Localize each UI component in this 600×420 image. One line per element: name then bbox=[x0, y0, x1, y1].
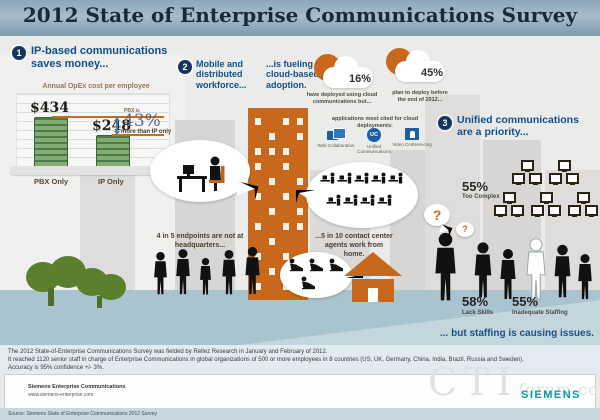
person-silhouette bbox=[243, 247, 262, 296]
annotation-bottom-text: more than IP only bbox=[121, 129, 172, 135]
person-silhouette bbox=[576, 254, 594, 301]
person-silhouette bbox=[432, 232, 459, 304]
person-silhouette bbox=[552, 244, 573, 300]
apps-caption: applications most cited for cloud deploy… bbox=[331, 116, 419, 129]
section2-heading: Mobile and distributed workforce... bbox=[196, 59, 247, 90]
speech-bubble-remote-worker bbox=[150, 140, 250, 202]
money-stack-pbx bbox=[34, 117, 68, 169]
unified-communications-icon: UC bbox=[367, 128, 381, 142]
web-collaboration-icon bbox=[327, 128, 346, 141]
closing-statement: ... but staffing is causing issues. bbox=[440, 328, 594, 339]
cloud-body bbox=[395, 61, 445, 82]
app-label: Video Conferencing bbox=[392, 142, 432, 147]
cloud-percent: 16% bbox=[348, 73, 371, 85]
difference-arrow bbox=[116, 120, 118, 132]
cloud-body bbox=[323, 67, 373, 88]
computer-network-icon bbox=[531, 192, 561, 219]
app-video-conferencing: Video Conferencing bbox=[392, 128, 432, 147]
annotation-line-bottom bbox=[112, 134, 164, 136]
section3-badge: 3 bbox=[438, 116, 452, 130]
annotation-top-text: PBX is bbox=[124, 108, 140, 114]
lack-skills-percent: 58% bbox=[462, 294, 489, 309]
person-silhouette bbox=[198, 258, 213, 296]
section1-heading: IP-based communications saves money... bbox=[31, 45, 168, 70]
cloud-icon-16: 16% bbox=[314, 54, 376, 88]
building-windows bbox=[255, 118, 261, 125]
person-silhouette bbox=[472, 242, 494, 300]
app-label: Unified Communications bbox=[357, 144, 391, 155]
footer-band bbox=[0, 345, 600, 375]
section2-badge: 2 bbox=[178, 60, 192, 74]
computer-network-icon bbox=[494, 192, 524, 219]
home-worker-icon bbox=[301, 276, 315, 290]
app-web-collaboration: Web Collaboration bbox=[316, 128, 356, 148]
methodology-line3: Accuracy is 95% confidence +/- 3%. bbox=[8, 365, 104, 371]
app-unified-communications: UC Unified Communications bbox=[354, 128, 394, 155]
cloud-caption: plan to deploy before the end of 2012... bbox=[392, 90, 448, 103]
house-door bbox=[368, 288, 378, 302]
person-silhouette-highlight bbox=[524, 238, 548, 302]
inadequate-staffing-label: Inadequate Staffing bbox=[512, 310, 568, 316]
section3-heading: Unified communications are a priority... bbox=[457, 114, 579, 139]
watermark-main: CTI bbox=[428, 360, 519, 404]
axis-label-ip: IP Only bbox=[98, 177, 124, 186]
tree-trunk bbox=[48, 288, 54, 306]
app-label: Web Collaboration bbox=[317, 143, 355, 148]
arrow-up-icon bbox=[114, 117, 120, 121]
video-conferencing-icon bbox=[405, 128, 419, 140]
bar-value-pbx: $434 bbox=[30, 100, 69, 116]
axis-label-pbx: PBX Only bbox=[34, 177, 69, 186]
watermark-sub: forum.com bbox=[518, 380, 600, 399]
money-stack-ip bbox=[96, 135, 130, 169]
methodology-line2: It reached 1120 senior staff in charge o… bbox=[8, 357, 524, 363]
contact-center-agents-icon bbox=[320, 172, 403, 184]
cloud-caption: have deployed using cloud communications… bbox=[306, 92, 378, 105]
home-workers-icon bbox=[289, 258, 343, 272]
question-mark-bubble: ? bbox=[424, 204, 450, 226]
house-roof bbox=[344, 252, 402, 276]
methodology-line1: The 2012 State-of-Enterprise Communicati… bbox=[8, 349, 328, 355]
page-title: 2012 State of Enterprise Communications … bbox=[22, 3, 578, 27]
computer-network-icon bbox=[549, 160, 579, 187]
person-silhouette bbox=[220, 250, 238, 296]
computer-network-icon bbox=[568, 192, 598, 219]
source-note: Source: Siemens State of Enterprise Comm… bbox=[8, 411, 157, 417]
contact-center-agents-icon bbox=[326, 194, 392, 206]
person-silhouette bbox=[152, 252, 169, 296]
inadequate-staffing-percent: 55% bbox=[512, 294, 539, 309]
arrow-down-icon bbox=[114, 131, 120, 135]
siemens-logo: SIEMENS bbox=[521, 389, 582, 401]
cti-forum-watermark: CTIforum.com bbox=[428, 360, 600, 404]
too-complex-percent: 55% bbox=[462, 179, 489, 194]
header-band bbox=[0, 0, 600, 38]
annotation-percent: 43% bbox=[123, 111, 161, 131]
logo-box bbox=[4, 374, 596, 410]
chart-base bbox=[10, 166, 178, 175]
annotation-line-top bbox=[52, 116, 164, 118]
computer-network-icon bbox=[512, 160, 542, 187]
section1-badge: 1 bbox=[12, 46, 26, 60]
lack-skills-label: Lack Skills bbox=[462, 310, 494, 316]
person-silhouette bbox=[174, 249, 192, 296]
bar-value-ip: $248 bbox=[92, 118, 131, 134]
bottom-strip bbox=[0, 408, 600, 420]
brand-url[interactable]: www.siemens-enterprise.com bbox=[28, 392, 94, 398]
cloud-icon-45: 45% bbox=[386, 48, 448, 82]
tree-icon bbox=[96, 274, 126, 300]
cloud-percent: 45% bbox=[420, 67, 443, 79]
section2-subheading: ...is fueling cloud-based UC adoption. bbox=[266, 59, 335, 90]
too-complex-label: Too Complex bbox=[462, 194, 500, 200]
brand-name: Siemens Enterprise Communications bbox=[28, 384, 126, 390]
endpoints-note: 4 in 5 endpoints are not at headquarters… bbox=[156, 233, 244, 250]
tree-trunk bbox=[97, 296, 102, 308]
chart-title: Annual OpEx cost per employee bbox=[42, 83, 150, 90]
bubble-tail bbox=[296, 190, 315, 203]
question-mark-bubble: ? bbox=[456, 222, 474, 237]
desk-worker-icon bbox=[177, 156, 225, 192]
